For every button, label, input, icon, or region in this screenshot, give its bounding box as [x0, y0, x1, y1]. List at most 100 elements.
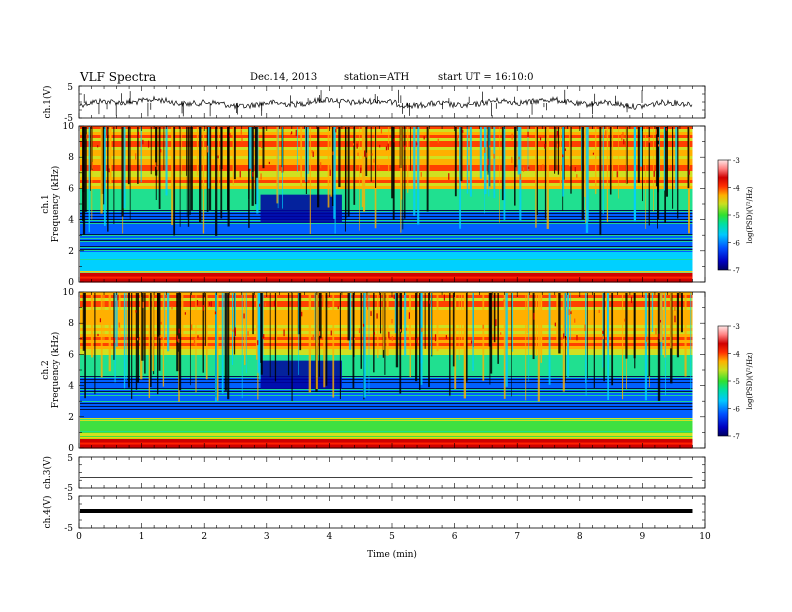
- sferic-streak: [642, 127, 643, 202]
- sferic-streak: [257, 293, 260, 374]
- sferic-streak: [165, 127, 168, 196]
- spectrogram-speckle: [487, 158, 489, 165]
- sferic-streak: [127, 293, 130, 388]
- spectrogram-speckle: [160, 321, 162, 325]
- spectrogram-line: [80, 234, 693, 235]
- spectrogram-speckle: [311, 150, 313, 154]
- sferic-streak: [690, 293, 692, 391]
- spectrogram-line: [80, 223, 693, 224]
- spectrogram-band: [80, 385, 693, 389]
- sferic-streak: [488, 127, 491, 187]
- spectrogram-speckle: [247, 331, 249, 336]
- spectrogram-speckle: [97, 333, 99, 337]
- spectrogram-line: [80, 382, 693, 383]
- spectrogram-band: [80, 255, 693, 259]
- sferic-streak: [585, 293, 587, 397]
- spectrogram-speckle: [655, 129, 657, 135]
- sferic-streak: [454, 293, 457, 389]
- sferic-streak: [314, 293, 316, 341]
- spectrogram-speckle: [519, 173, 521, 180]
- sferic-streak: [449, 293, 451, 396]
- x-tick-label: 7: [514, 532, 520, 542]
- spectrogram-band: [80, 352, 693, 356]
- spectrogram-speckle: [448, 173, 450, 180]
- sferic-streak: [208, 127, 212, 211]
- sferic-streak: [382, 293, 385, 351]
- sferic-streak: [400, 293, 402, 333]
- colorbar-tick-label: -6: [733, 406, 740, 414]
- sferic-streak: [404, 293, 407, 356]
- sferic-streak: [108, 293, 111, 372]
- spectrogram-speckle: [364, 150, 366, 157]
- spectrogram-band: [80, 337, 693, 341]
- sferic-streak: [220, 127, 223, 219]
- y-tick-label: 5: [67, 454, 73, 464]
- colorbar-tick-label: -6: [733, 240, 740, 248]
- sferic-streak: [431, 293, 433, 357]
- sferic-streak: [206, 127, 209, 212]
- sferic-streak: [84, 293, 86, 399]
- spectrogram-band: [80, 310, 693, 314]
- spectrogram-band: [80, 225, 693, 229]
- spectrogram-line: [80, 388, 693, 389]
- sferic-streak: [232, 127, 234, 185]
- spectrogram-band: [80, 325, 693, 329]
- spectrogram-speckle: [470, 340, 473, 344]
- spectrogram-speckle: [522, 167, 525, 172]
- spectrogram-speckle: [527, 131, 529, 138]
- colorbar-tick-label: -5: [733, 212, 740, 220]
- spectrogram-speckle: [630, 296, 633, 304]
- sferic-streak: [562, 293, 565, 392]
- sferic-streak: [525, 293, 527, 401]
- sferic-streak: [248, 127, 250, 228]
- sferic-streak: [585, 127, 589, 233]
- sferic-streak: [353, 127, 356, 205]
- spectrogram-band: [80, 439, 693, 443]
- y-axis-label: ch.4(V): [42, 496, 53, 529]
- spectrogram-speckle: [332, 151, 334, 156]
- spectrogram-band: [80, 228, 693, 232]
- sferic-streak: [420, 293, 423, 385]
- sferic-streak: [129, 127, 131, 220]
- sferic-streak: [454, 127, 457, 197]
- colorbar-tick-label: -4: [733, 351, 740, 359]
- y-tick-label: 8: [68, 319, 74, 329]
- sferic-streak: [469, 127, 472, 197]
- spectrogram-band: [80, 301, 693, 305]
- spectrogram-speckle: [421, 327, 423, 332]
- spectrogram-speckle: [420, 172, 422, 177]
- spectrogram-speckle: [362, 323, 365, 327]
- sferic-streak: [426, 127, 429, 212]
- sferic-streak: [384, 293, 386, 375]
- spectrogram-speckle: [518, 156, 520, 160]
- colorbar-tick-label: -5: [733, 378, 740, 386]
- spectrogram-line: [80, 238, 693, 239]
- sferic-streak: [255, 127, 258, 178]
- sferic-streak: [100, 293, 103, 378]
- spectrogram-line: [80, 401, 693, 402]
- spectrogram-band: [80, 424, 693, 428]
- spectrogram-speckle: [261, 142, 263, 149]
- sferic-streak: [465, 293, 468, 382]
- sferic-streak: [123, 127, 126, 209]
- spectrogram-line: [80, 276, 693, 279]
- y-tick-label: -5: [64, 114, 73, 124]
- spectrogram-speckle: [137, 131, 139, 139]
- spectrogram-speckle: [576, 174, 578, 178]
- sferic-streak: [252, 293, 254, 335]
- sferic-streak: [655, 127, 659, 187]
- spectrogram-band: [80, 267, 693, 271]
- spectrogram-speckle: [489, 145, 491, 148]
- sferic-streak: [179, 127, 181, 227]
- spectrogram-speckle: [388, 331, 390, 339]
- sferic-streak: [554, 127, 556, 174]
- sferic-streak: [395, 293, 399, 368]
- spectrogram-speckle: [404, 145, 406, 151]
- sferic-streak: [511, 293, 512, 397]
- sferic-streak: [687, 127, 690, 189]
- sferic-streak: [659, 293, 663, 342]
- spectrogram-speckle: [259, 303, 261, 307]
- spectrogram-speckle: [462, 129, 464, 133]
- station-label: station=ATH: [344, 72, 410, 83]
